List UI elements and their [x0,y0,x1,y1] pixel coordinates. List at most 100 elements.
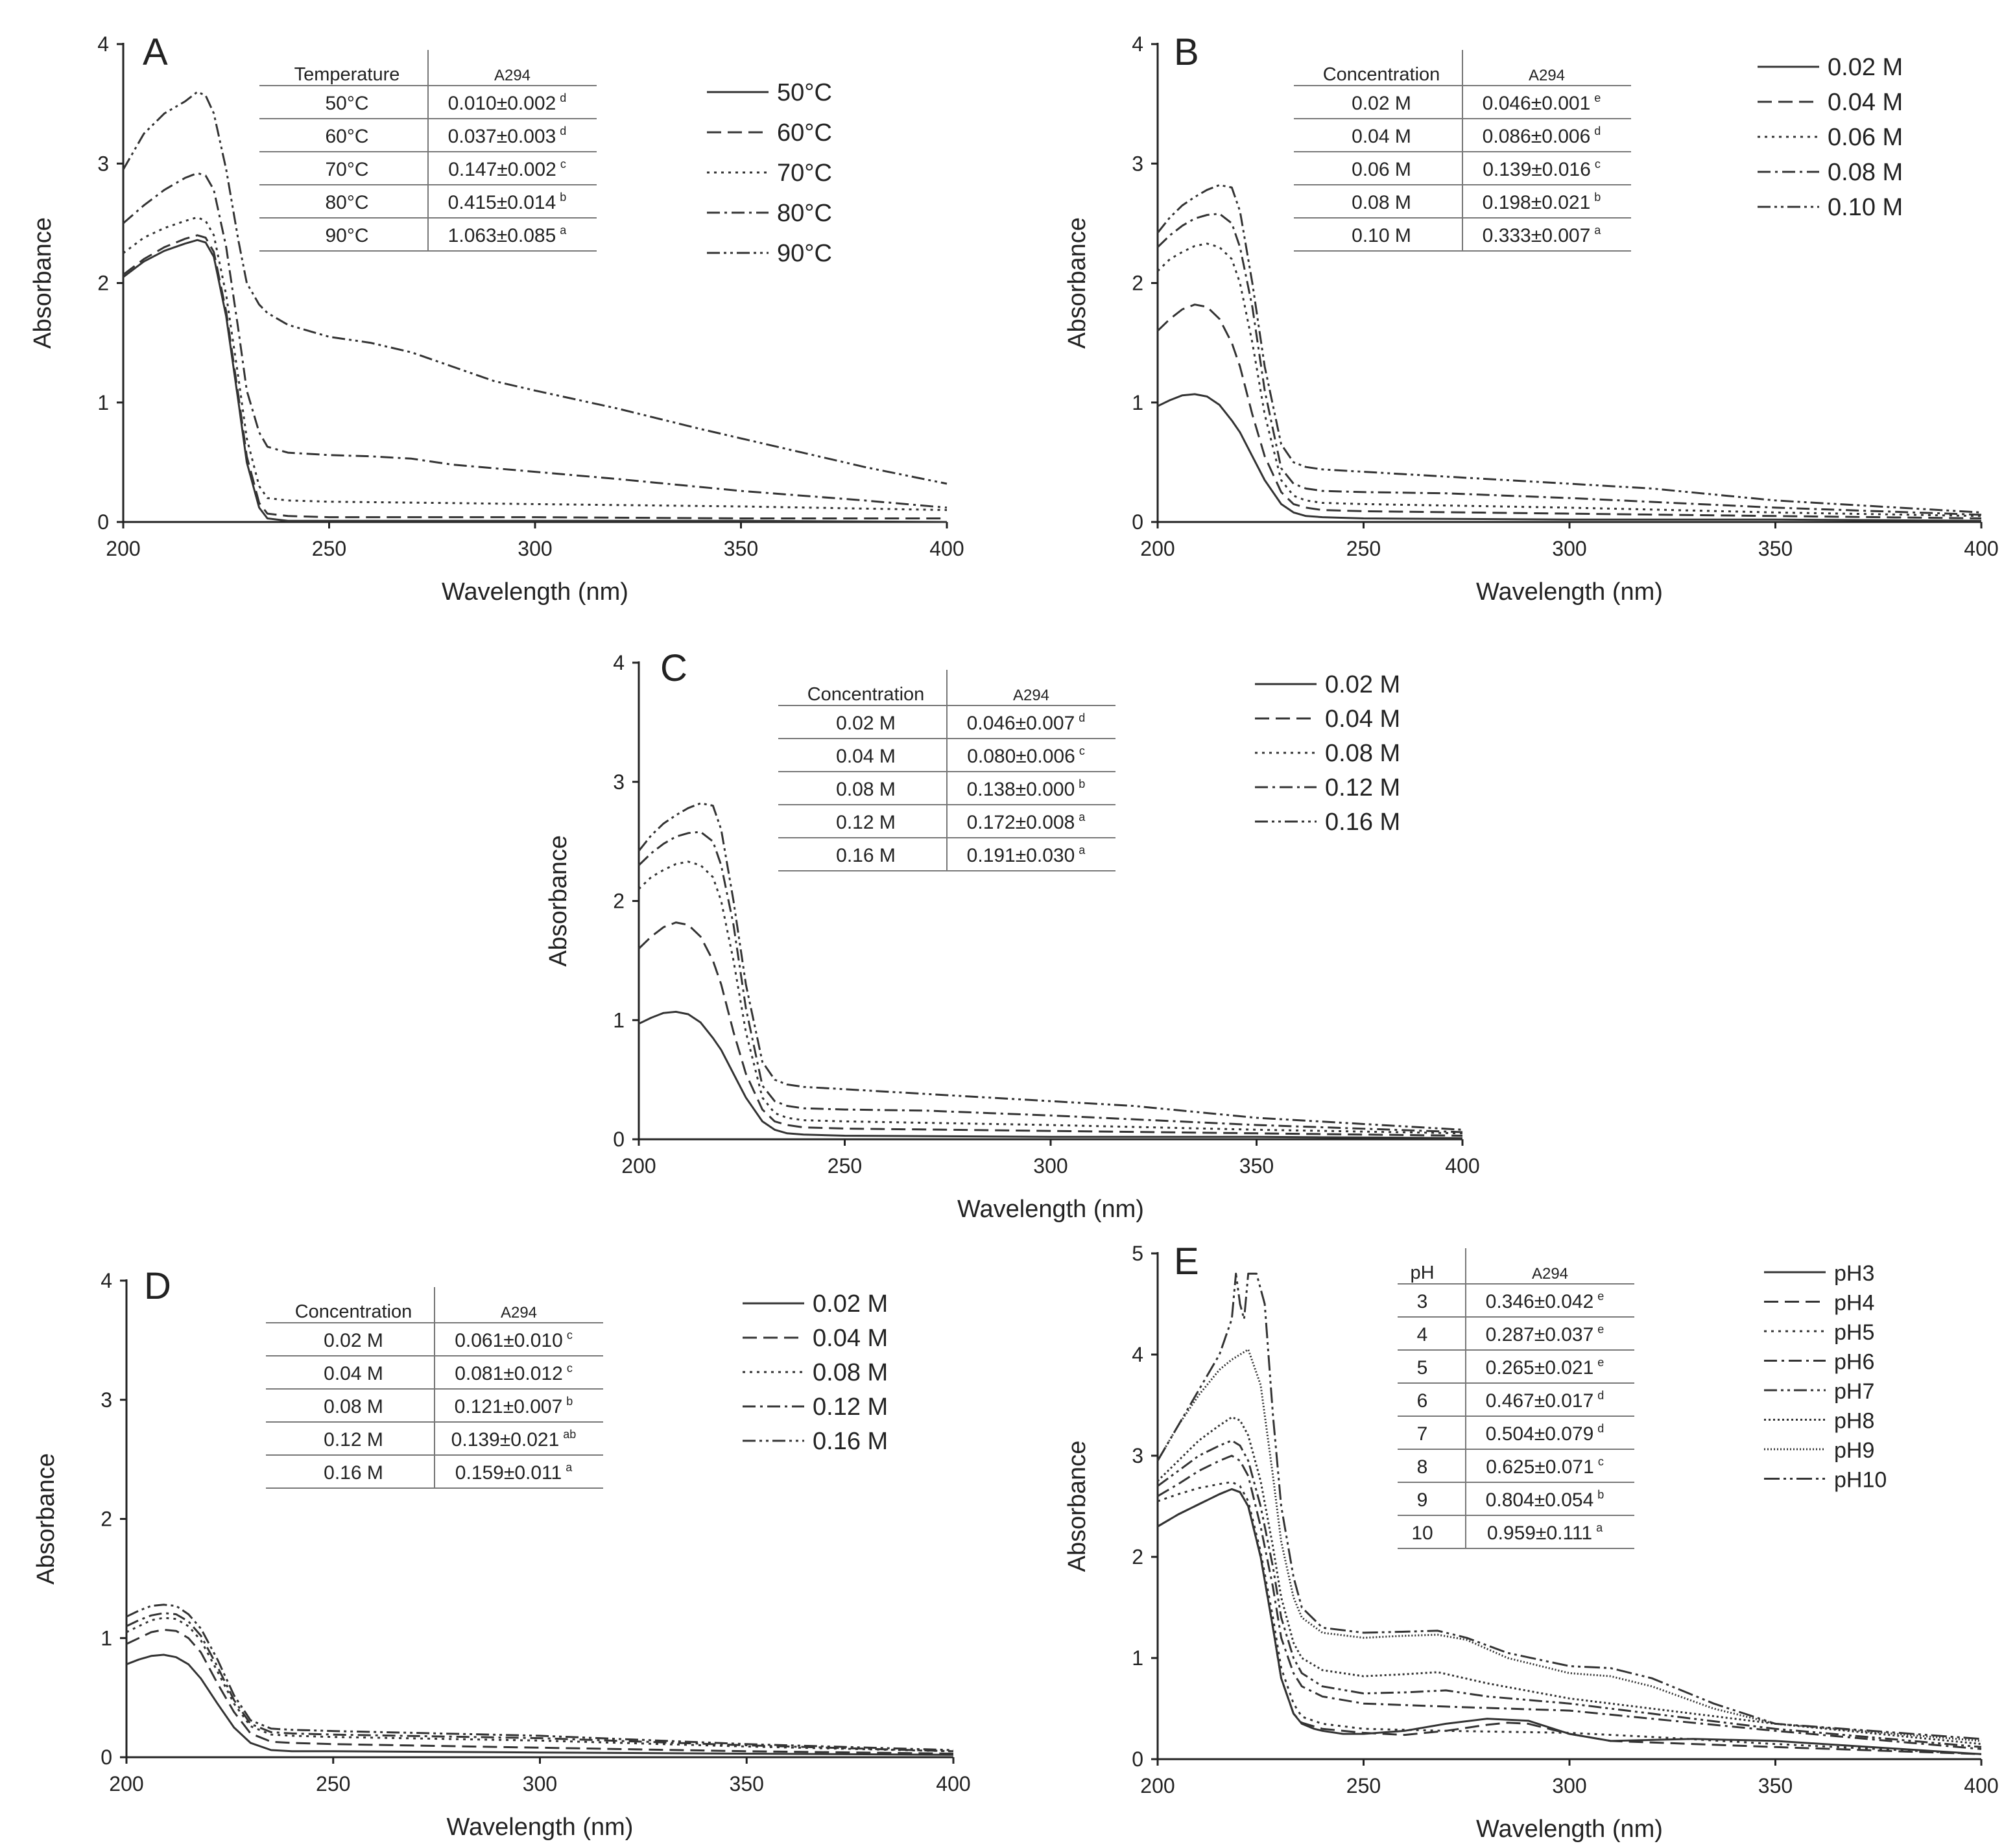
series-line [638,860,1463,1135]
y-tick-label: 0 [101,1746,112,1769]
series-line [1157,1439,1982,1748]
table-cell: 0.02 M [836,713,896,734]
table-cell: 0.138±0.000 b [967,777,1086,800]
legend: 0.02 M 0.04 M 0.06 M 0.08 M 0.10 M [1758,54,1903,221]
table-cell: 0.02 M [1352,93,1411,114]
x-tick-label: 350 [1758,1774,1793,1797]
table-cell: 0.415±0.014 b [448,191,567,213]
series-line [126,1628,954,1755]
table-cell: 0.333±0.007 a [1483,224,1602,246]
significance-letter: d [1597,1422,1604,1435]
legend-label: 0.02 M [1828,54,1903,81]
x-tick-label: 200 [106,537,140,560]
series-line [1156,1348,1982,1742]
y-tick-label: 0 [613,1128,625,1151]
table-cell: 0.086±0.006 d [1483,124,1601,147]
table-cell: 0.159±0.011 a [455,1461,573,1484]
significance-letter: e [1597,1323,1604,1336]
series-line [638,831,1463,1133]
significance-letter: a [560,224,567,237]
table-cell: 0.061±0.010 c [455,1329,573,1351]
x-tick-label: 400 [1964,1774,1998,1797]
x-axis-label: Wavelength (nm) [1476,578,1663,606]
table-header: A294 [494,67,531,84]
x-tick-label: 300 [1552,537,1586,560]
table-cell: 0.147±0.002 c [448,158,566,180]
y-tick-label: 4 [97,32,109,56]
panel-d: 200 250 300 350 400 0 1 2 3 4 Wavelength (nm) Absor… [32,1265,971,1841]
x-tick-label: 400 [936,1772,970,1795]
significance-letter: c [1595,158,1601,171]
table-cell: 9 [1417,1489,1428,1511]
table-cell: 7 [1417,1423,1428,1445]
series-line [123,172,948,509]
y-tick-label: 4 [613,651,625,674]
y-tick-label: 0 [1132,510,1143,534]
legend-label: 0.12 M [1325,774,1400,801]
table-cell: 0.06 M [1352,159,1411,180]
table-cell: 0.02 M [324,1330,383,1351]
panel-letter: D [144,1265,171,1307]
y-axis-label: Absorbance [1064,217,1091,349]
x-tick-label: 200 [1140,1774,1175,1797]
y-tick-label: 1 [1132,1646,1143,1670]
y-tick-label: 1 [101,1626,112,1650]
legend-label: pH9 [1834,1438,1874,1463]
significance-letter: d [1079,711,1085,724]
y-tick-label: 2 [101,1508,112,1531]
significance-letter: ab [563,1428,576,1441]
x-tick-label: 300 [1033,1154,1068,1178]
x-tick-label: 350 [730,1772,764,1795]
significance-letter: b [1079,777,1085,790]
series-line [123,216,948,512]
table-cell: 0.625±0.071 c [1486,1455,1604,1478]
inset-table: Temperature A294 50°C 0.010±0.002 d 60°C 0.037… [259,50,597,252]
legend-label: pH10 [1834,1468,1887,1493]
x-axis-label: Wavelength (nm) [447,1814,634,1841]
y-tick-label: 0 [97,510,109,534]
table-cell: 0.121±0.007 b [455,1395,573,1417]
significance-letter: b [1594,191,1601,204]
table-header: A294 [1013,687,1049,704]
significance-letter: c [567,1362,573,1375]
series-line [638,921,1463,1137]
x-tick-label: 200 [621,1154,656,1178]
table-cell: 0.04 M [836,746,896,767]
table-cell: 80°C [325,192,368,213]
y-tick-label: 3 [101,1388,112,1412]
table-cell: 0.10 M [1352,225,1411,246]
significance-letter: c [1598,1455,1604,1468]
legend-label: 0.16 M [1325,809,1400,836]
significance-letter: b [560,191,566,204]
significance-letter: d [560,124,566,137]
legend-label: 70°C [777,160,832,187]
y-tick-label: 3 [613,770,625,794]
table-cell: 10 [1411,1522,1433,1544]
series-line [123,234,947,519]
x-tick-label: 400 [1445,1154,1479,1178]
legend-label: 0.08 M [1325,740,1400,767]
legend-label: 80°C [777,200,832,227]
legend-label: 0.10 M [1828,194,1903,221]
table-header: A294 [1529,67,1565,84]
series-line [1156,1272,1982,1740]
legend-label: pH3 [1834,1261,1874,1286]
table-cell: 0.010±0.002 d [448,91,567,114]
table-cell: 0.081±0.012 c [455,1362,573,1384]
table-header: Concentration [295,1301,412,1322]
table-header: Temperature [294,64,400,85]
x-tick-label: 300 [518,537,552,560]
table-header: A294 [1532,1265,1568,1283]
table-cell: 0.080±0.006 c [967,744,1085,767]
significance-letter: e [1597,1290,1604,1303]
series-line [126,1617,954,1753]
y-tick-label: 1 [97,391,109,414]
significance-letter: a [1079,811,1086,823]
series-line [126,1612,954,1753]
table-cell: 0.08 M [324,1396,383,1417]
table-cell: 1.063±0.085 a [448,224,567,246]
y-tick-label: 5 [1132,1242,1143,1265]
series-line [1156,184,1982,514]
table-cell: 5 [1417,1357,1428,1379]
y-tick-label: 4 [101,1269,112,1292]
